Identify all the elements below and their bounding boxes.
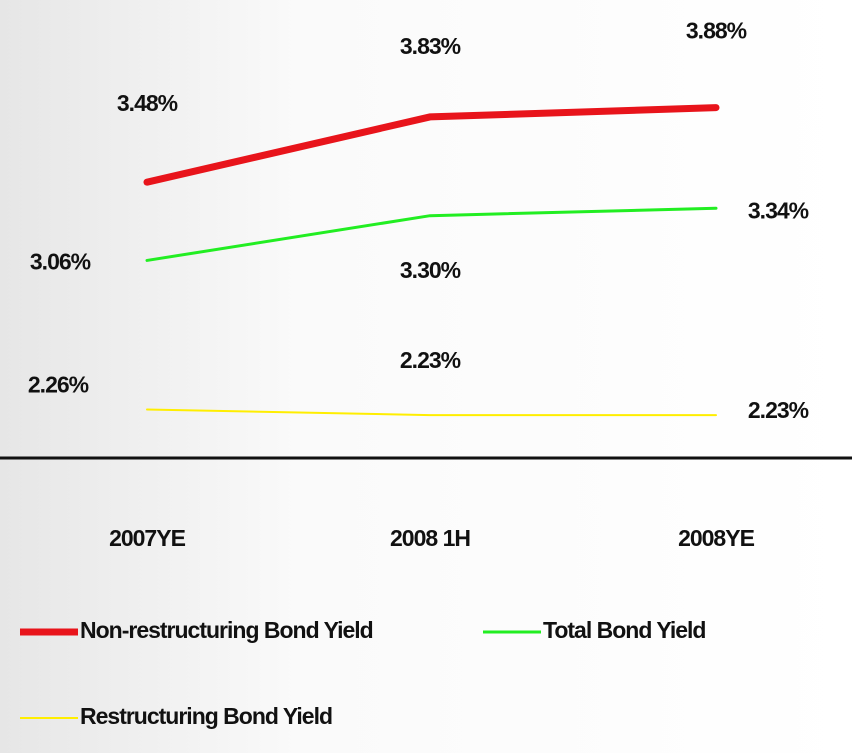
x-tick-label: 2008YE <box>678 525 755 551</box>
data-label: 2.26% <box>28 372 89 398</box>
legend-label: Total Bond Yield <box>543 617 705 643</box>
legend-label: Non-restructuring Bond Yield <box>80 617 373 643</box>
x-tick-label: 2008 1H <box>390 525 470 551</box>
data-label: 3.83% <box>400 33 461 59</box>
data-label: 2.23% <box>400 347 461 373</box>
data-label: 2.23% <box>748 397 809 423</box>
data-label: 3.48% <box>117 90 178 116</box>
data-label: 3.34% <box>748 197 809 223</box>
series-line <box>146 408 717 417</box>
series-line <box>143 104 720 186</box>
data-label: 3.06% <box>30 249 91 275</box>
x-tick-label: 2007YE <box>109 525 186 551</box>
series-line <box>145 206 718 262</box>
legend-label: Restructuring Bond Yield <box>80 703 332 729</box>
data-label: 3.30% <box>400 257 461 283</box>
data-label: 3.88% <box>686 18 747 44</box>
